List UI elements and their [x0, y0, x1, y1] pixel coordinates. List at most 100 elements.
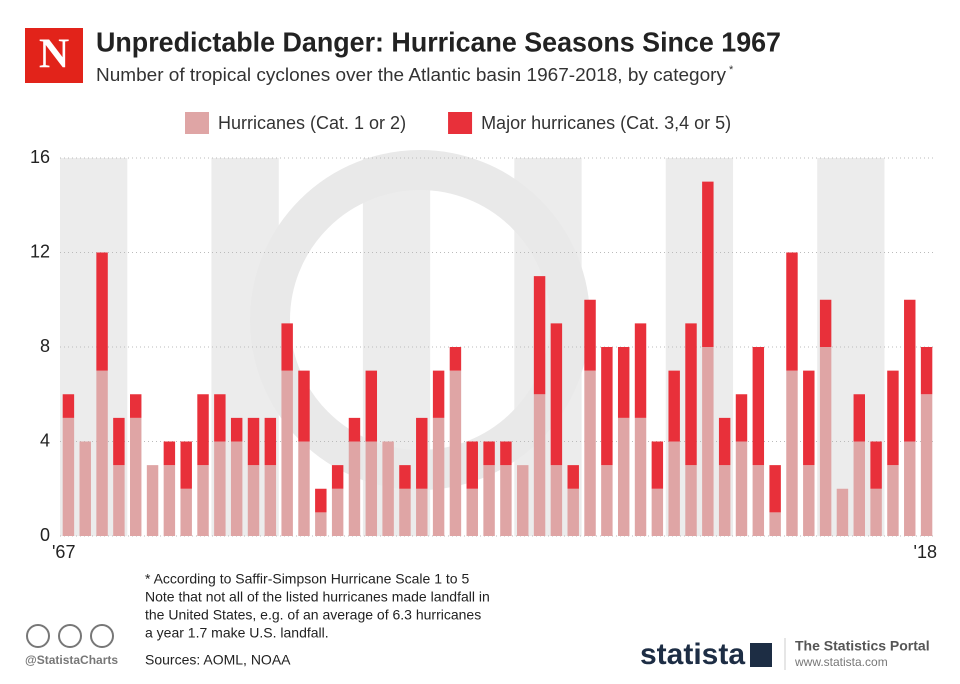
bar-segment	[298, 441, 310, 536]
logo: N	[39, 32, 69, 78]
bar-segment	[718, 465, 731, 536]
bar-segment	[786, 252, 798, 371]
bar-segment	[62, 394, 75, 418]
bar-segment	[634, 323, 647, 418]
bar-segment	[483, 441, 495, 466]
bar-segment	[96, 252, 108, 371]
bar-segment	[769, 512, 781, 536]
bar-segment	[432, 417, 445, 536]
bar-segment	[617, 347, 630, 418]
bar-segment	[920, 347, 933, 395]
bar-segment	[264, 465, 277, 536]
bar-segment	[416, 417, 428, 489]
footnote: * According to Saffir-Simpson Hurricane …	[145, 571, 469, 587]
y-tick-label: 16	[30, 147, 50, 167]
bar-segment	[584, 299, 596, 371]
bar-segment	[466, 441, 478, 489]
bar-segment	[550, 465, 563, 536]
bar-segment	[62, 417, 75, 536]
bar-segment	[702, 347, 714, 536]
bar-segment	[96, 370, 108, 536]
y-tick-label: 12	[30, 241, 50, 261]
bar-segment	[584, 370, 596, 536]
bar-segment	[601, 465, 613, 536]
brand: statista	[640, 638, 745, 671]
bar-segment	[500, 465, 512, 536]
bar-segment	[348, 441, 361, 536]
bar-segment	[634, 417, 647, 536]
bar-segment	[651, 441, 664, 489]
legend-label: Hurricanes (Cat. 1 or 2)	[218, 113, 406, 133]
y-tick-label: 4	[40, 430, 50, 450]
bar-segment	[517, 465, 529, 536]
bar-segment	[786, 370, 798, 536]
bar-segment	[113, 417, 125, 466]
bar-segment	[466, 488, 478, 536]
bar-segment	[180, 441, 192, 489]
bar-segment	[331, 488, 344, 536]
bar-segment	[651, 488, 664, 536]
legend-swatch	[448, 112, 473, 134]
plot	[60, 150, 885, 536]
handle: @StatistaCharts	[25, 653, 118, 667]
bar-segment	[416, 488, 428, 536]
bar-segment	[432, 370, 445, 418]
portal: The Statistics Portal	[795, 638, 930, 654]
bar-segment	[617, 417, 630, 536]
bar-segment	[735, 394, 748, 442]
legend-label: Major hurricanes (Cat. 3,4 or 5)	[481, 113, 731, 133]
bar-segment	[904, 299, 916, 442]
bar-segment	[567, 465, 579, 489]
bar-segment	[853, 394, 865, 442]
bar-segment	[769, 465, 781, 513]
subtitle: Number of tropical cyclones over the Atl…	[96, 65, 726, 85]
bar-segment	[819, 347, 832, 536]
bar-segment	[230, 417, 243, 442]
bar-segment	[214, 394, 226, 442]
bar-segment	[836, 488, 849, 536]
y-tick-label: 0	[40, 525, 50, 545]
bar-segment	[819, 299, 832, 347]
x-tick-label: '18	[914, 542, 937, 562]
footnote: Note that not all of the listed hurrican…	[145, 589, 490, 605]
bar-segment	[904, 441, 916, 536]
bar-segment	[920, 394, 933, 536]
bar-segment	[500, 441, 512, 466]
source: Sources: AOML, NOAA	[145, 652, 291, 668]
bar-segment	[685, 465, 697, 536]
bar-segment	[79, 441, 91, 536]
y-tick-label: 8	[40, 336, 50, 356]
bar-segment	[668, 370, 680, 442]
bar-segment	[264, 417, 277, 466]
bar-segment	[533, 276, 546, 395]
bar-segment	[348, 417, 361, 442]
bar-segment	[752, 347, 765, 466]
bar-segment	[230, 441, 243, 536]
bar-segment	[247, 417, 260, 466]
bar-segment	[365, 370, 378, 442]
x-tick-label: '67	[52, 542, 75, 562]
bar-segment	[315, 488, 327, 513]
logo-box	[25, 28, 83, 83]
bar-segment	[365, 441, 378, 536]
bar-segment	[247, 465, 260, 536]
bar-segment	[281, 370, 293, 536]
brand-icon	[750, 643, 772, 667]
bar-segment	[685, 323, 697, 466]
bar-segment	[853, 441, 865, 536]
footnote: the United States, e.g. of an average of…	[145, 607, 481, 623]
bar-segment	[449, 347, 462, 371]
bar-segment	[887, 465, 899, 536]
subtitle-mark: *	[729, 64, 734, 76]
bar-segment	[870, 441, 882, 489]
bar-segment	[163, 441, 176, 466]
legend: Hurricanes (Cat. 1 or 2) Major hurricanes…	[185, 112, 731, 134]
bar-segment	[668, 441, 680, 536]
license-icons	[26, 624, 114, 648]
bar-segment	[146, 465, 159, 536]
bar-segment	[130, 394, 142, 418]
bar-segment	[449, 370, 462, 536]
bar-segment	[399, 488, 411, 536]
chart-title: Unpredictable Danger: Hurricane Seasons …	[96, 26, 781, 57]
